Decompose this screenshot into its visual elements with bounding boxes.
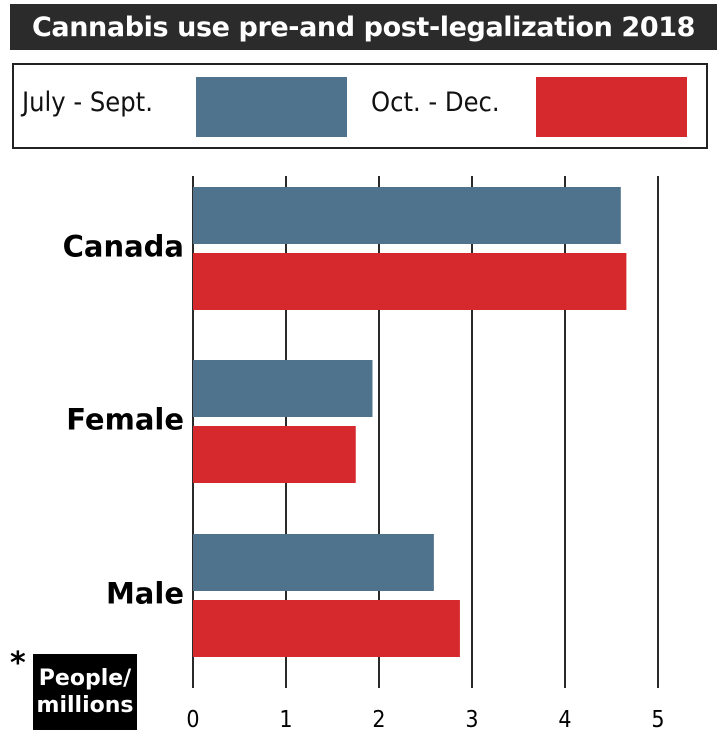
- unit-note-line1: People/: [38, 666, 132, 691]
- chart-title: Cannabis use pre-and post-legalization 2…: [10, 4, 717, 50]
- legend-swatch-july-sept: [196, 77, 347, 137]
- bar-female-july-sept: [193, 360, 373, 417]
- category-label-canada: Canada: [63, 230, 184, 264]
- tick-label-2: 2: [372, 707, 385, 733]
- category-label-female: Female: [66, 403, 184, 437]
- legend-swatch-oct-dec: [536, 77, 687, 137]
- tick-label-4: 4: [558, 707, 571, 733]
- bar-canada-july-sept: [193, 187, 621, 244]
- legend: July - Sept. Oct. - Dec.: [12, 63, 708, 149]
- category-label-male: Male: [106, 577, 184, 611]
- tick-label-0: 0: [186, 707, 199, 733]
- unit-note: People/ millions: [33, 654, 137, 730]
- tick-label-1: 1: [279, 707, 292, 733]
- footnote-asterisk: *: [10, 646, 26, 681]
- bar-canada-oct-dec: [193, 253, 627, 310]
- bar-male-oct-dec: [193, 600, 460, 657]
- legend-label-july-sept: July - Sept.: [22, 87, 153, 118]
- bar-male-july-sept: [193, 534, 434, 591]
- tick-label-5: 5: [651, 707, 664, 733]
- unit-note-line2: millions: [36, 693, 134, 718]
- bar-female-oct-dec: [193, 426, 356, 483]
- legend-label-oct-dec: Oct. - Dec.: [371, 87, 500, 118]
- tick-label-3: 3: [465, 707, 478, 733]
